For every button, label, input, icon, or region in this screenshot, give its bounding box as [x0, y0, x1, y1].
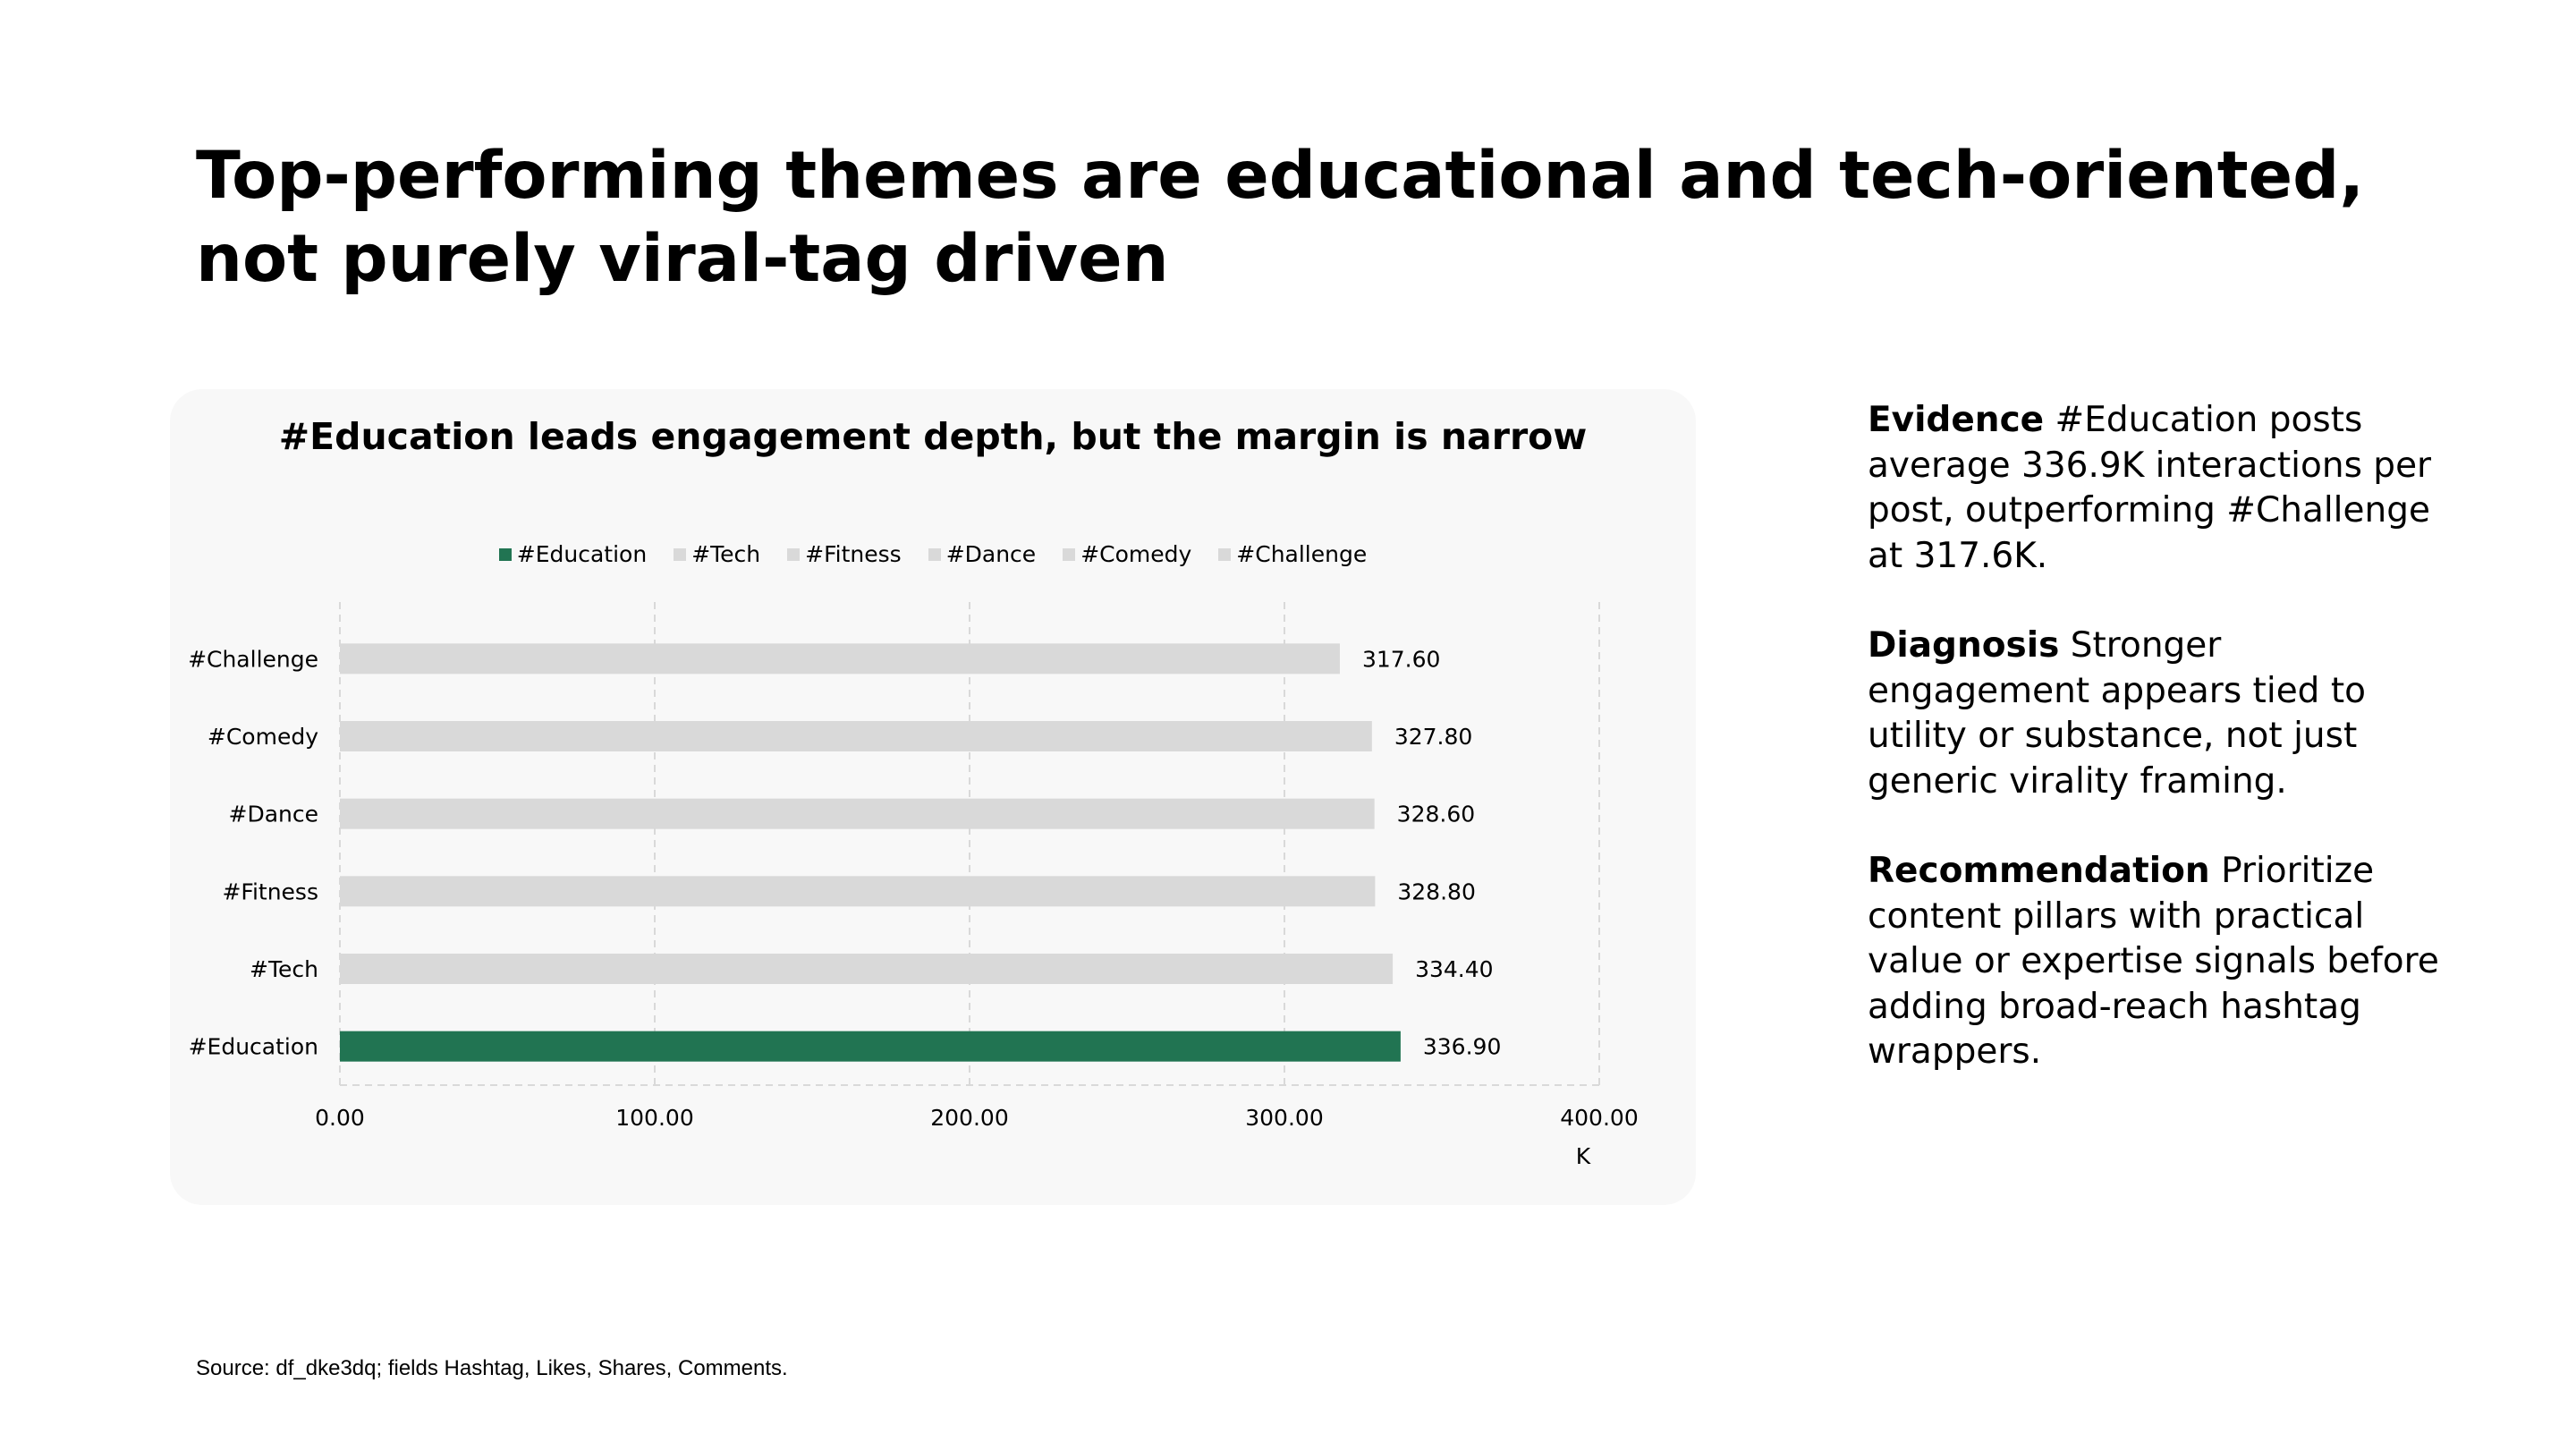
x-tick-label: 100.00: [615, 1105, 693, 1131]
diagnosis-text: Stronger engagement appears tied to util…: [1868, 625, 2366, 802]
legend-item: #Tech: [674, 541, 760, 567]
chart-card: 0.00 100.00 200.00 300.00 400.00 K #Education 3…: [170, 389, 1696, 1205]
data-label: 334.40: [1415, 956, 1493, 982]
legend-item: #Education: [498, 541, 648, 567]
x-tick-label: 400.00: [1560, 1105, 1638, 1131]
slide-title: Top-performing themes are educational an…: [196, 138, 2365, 297]
category-label: #Fitness: [222, 878, 318, 904]
category-label: #Challenge: [188, 646, 318, 672]
data-label: 336.90: [1423, 1034, 1501, 1060]
x-tick-label: 300.00: [1245, 1105, 1323, 1131]
data-label: 328.60: [1397, 802, 1475, 827]
diagnosis-paragraph: Diagnosis Stronger engagement appears ti…: [1868, 624, 2440, 804]
bar: [340, 954, 1394, 984]
bar: [340, 643, 1340, 675]
recommendation-text: Prioritize content pillars with practica…: [1868, 851, 2439, 1072]
legend-label: #Education: [516, 541, 648, 567]
evidence-label: Evidence: [1868, 400, 2045, 440]
bar: [340, 721, 1372, 751]
legend-label: #Fitness: [805, 541, 902, 567]
bar: [340, 798, 1375, 829]
category-label: #Tech: [250, 956, 318, 982]
insight-panel: Evidence #Education posts average 336.9K…: [1868, 398, 2440, 1120]
bar: [340, 1031, 1401, 1062]
bar-chart: 0.00 100.00 200.00 300.00 400.00 K #Education 3…: [188, 602, 1639, 1169]
legend-label: #Tech: [691, 541, 761, 567]
legend-swatch: [787, 547, 801, 561]
data-label: 327.80: [1394, 724, 1472, 750]
legend-item: #Comedy: [1063, 541, 1191, 567]
legend-swatch: [1063, 547, 1076, 561]
bar: [340, 876, 1376, 907]
legend-label: #Challenge: [1236, 541, 1368, 567]
legend-label: #Dance: [945, 541, 1037, 567]
legend-item: #Dance: [928, 541, 1037, 567]
data-label: 317.60: [1362, 646, 1440, 672]
x-tick-label: 200.00: [930, 1105, 1008, 1131]
legend-swatch: [498, 547, 512, 561]
category-label: #Comedy: [208, 724, 318, 750]
category-label: #Education: [189, 1034, 318, 1060]
chart-legend: #Education #Tech #Fitness #Dance #Comedy #Cha…: [170, 541, 1696, 567]
legend-item: #Fitness: [787, 541, 902, 567]
evidence-text: #Education posts average 336.9K interact…: [1868, 400, 2432, 576]
evidence-paragraph: Evidence #Education posts average 336.9K…: [1868, 398, 2440, 579]
recommendation-paragraph: Recommendation Prioritize content pillar…: [1868, 849, 2440, 1075]
data-label: 328.80: [1397, 878, 1475, 904]
legend-swatch: [1218, 547, 1232, 561]
source-note: Source: df_dke3dq; fields Hashtag, Likes…: [196, 1356, 788, 1380]
legend-swatch: [674, 547, 687, 561]
legend-swatch: [928, 547, 941, 561]
x-tick-label: 0.00: [315, 1105, 365, 1131]
recommendation-label: Recommendation: [1868, 851, 2210, 891]
legend-label: #Comedy: [1080, 541, 1192, 567]
chart-title: #Education leads engagement depth, but t…: [278, 415, 1588, 458]
x-axis-label: K: [1576, 1143, 1591, 1169]
diagnosis-label: Diagnosis: [1868, 625, 2060, 666]
legend-item: #Challenge: [1218, 541, 1367, 567]
category-label: #Dance: [229, 802, 319, 827]
